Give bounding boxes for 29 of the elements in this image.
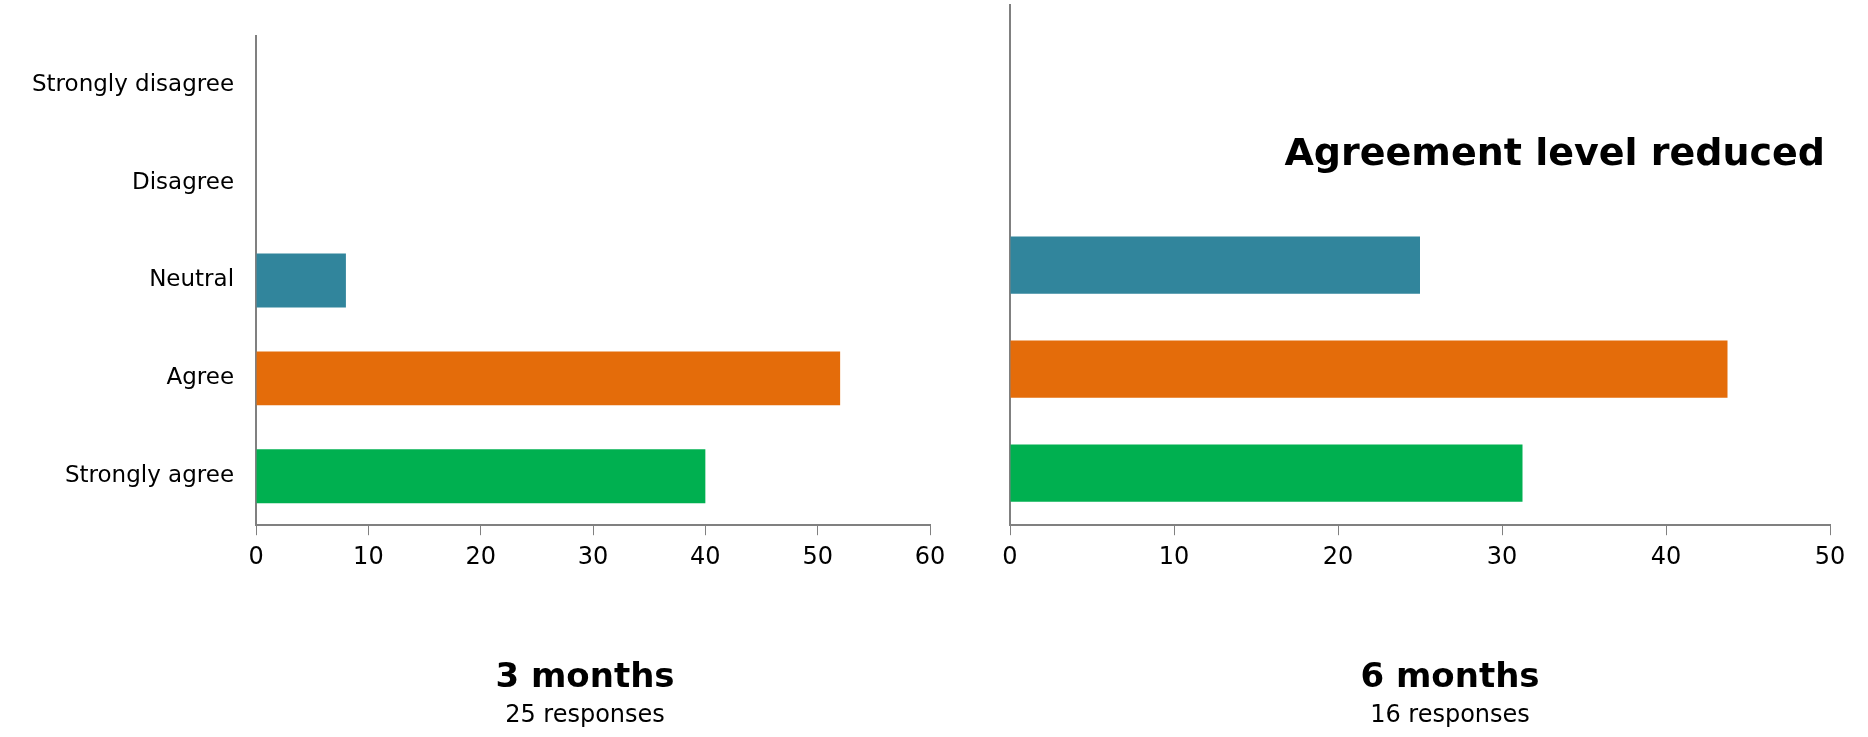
bar — [1010, 340, 1728, 398]
x-tick-label: 60 — [914, 541, 946, 570]
y-tick-label: Disagree — [132, 167, 235, 194]
y-tick-label: Neutral — [149, 265, 235, 292]
x-axis-title: 3 months — [494, 655, 676, 695]
x-tick-label: 20 — [1322, 541, 1354, 570]
y-tick-label: Strongly disagree — [31, 69, 235, 96]
x-tick-label: 50 — [1814, 541, 1846, 570]
x-tick-label: 40 — [1650, 541, 1682, 570]
x-tick-label: 10 — [1158, 541, 1190, 570]
x-tick-label: 0 — [248, 541, 264, 570]
x-tick-label: 50 — [802, 541, 833, 570]
annotation: Agreement level reduced — [1284, 130, 1825, 174]
x-tick-label: 20 — [465, 541, 496, 570]
text: 25 responses — [504, 700, 666, 728]
x-tick-label: 0 — [1002, 541, 1018, 570]
y-tick-label: Strongly agree — [64, 461, 235, 488]
y-tick-label: Agree — [166, 363, 235, 390]
x-tick-label: 30 — [1486, 541, 1518, 570]
bar — [1010, 236, 1420, 294]
bar — [256, 351, 841, 406]
bar — [256, 449, 706, 504]
bar — [1010, 444, 1523, 502]
x-tick-label: 10 — [353, 541, 384, 570]
x-tick-label: 40 — [690, 541, 721, 570]
bar — [256, 253, 346, 308]
x-axis-title: 6 months — [1359, 655, 1541, 695]
text: 16 responses — [1369, 700, 1531, 728]
x-tick-label: 30 — [577, 541, 609, 570]
